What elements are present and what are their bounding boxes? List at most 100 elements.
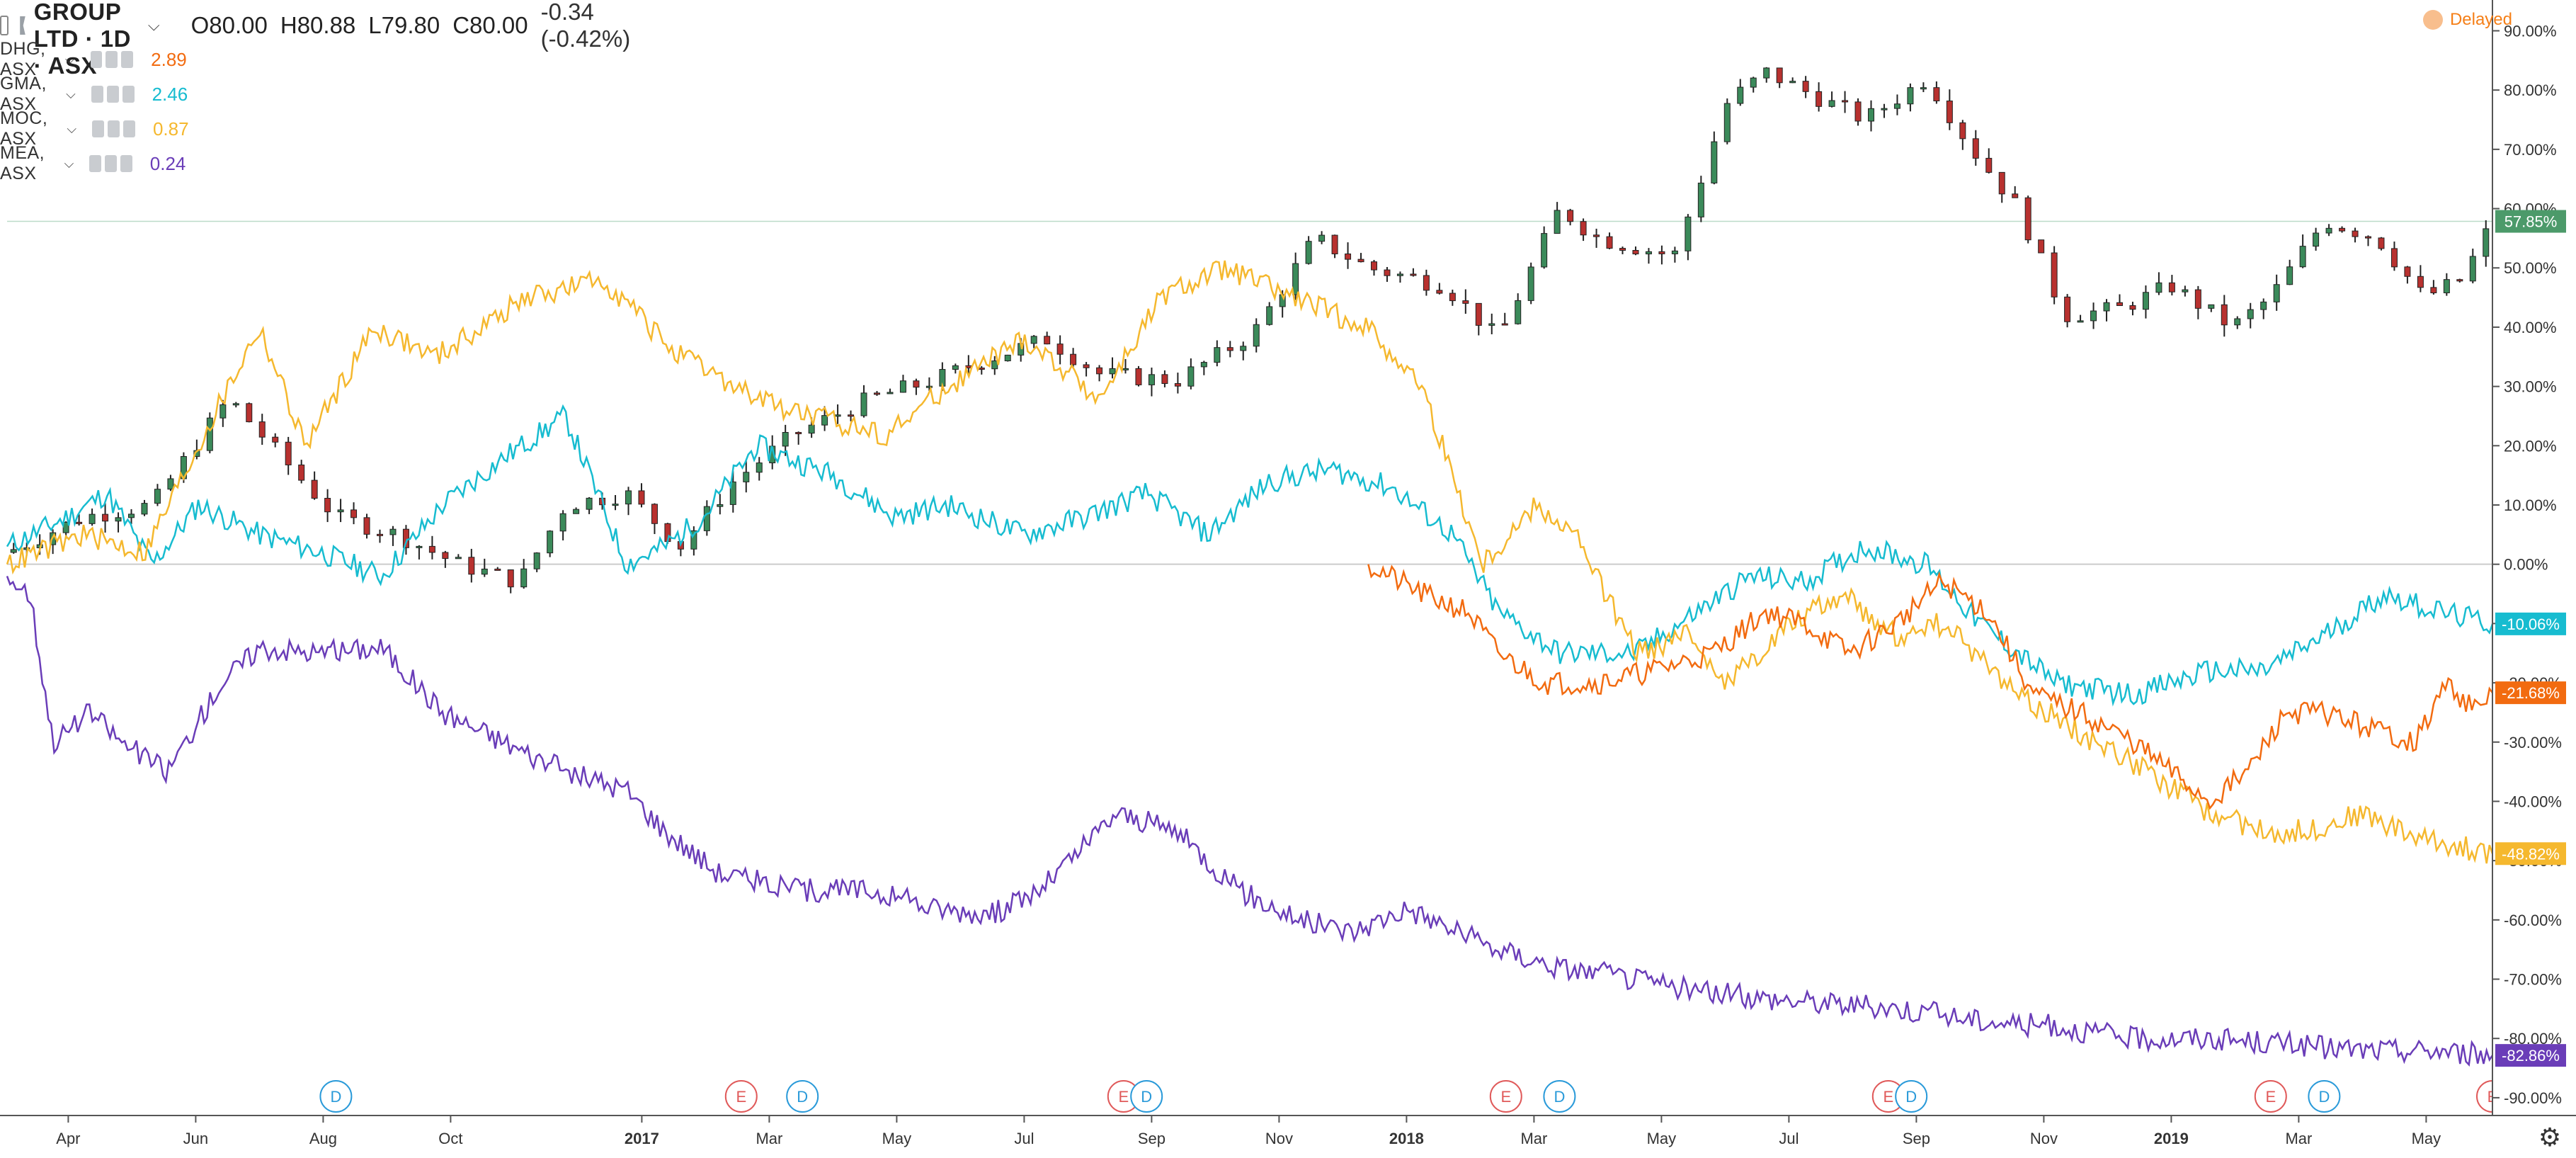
eye-icon[interactable]: [92, 120, 104, 137]
candle-body: [899, 380, 906, 393]
candle-body: [2194, 289, 2201, 309]
x-tick-label: May: [882, 1130, 912, 1147]
series-line-gma: [6, 404, 2494, 707]
settings-icon[interactable]: [105, 155, 117, 172]
candle-body: [638, 490, 645, 505]
x-tick-label: Jun: [183, 1130, 208, 1147]
y-tick-label: -90.00%: [2504, 1089, 2562, 1107]
candle-body: [1816, 91, 1823, 107]
candle-body: [141, 503, 148, 515]
x-tick-label: Jul: [1779, 1130, 1799, 1147]
candle-body: [220, 404, 227, 419]
comparison-name[interactable]: GMA, ASX: [0, 74, 47, 114]
candle-body: [1580, 221, 1587, 236]
series-line-dhg: [1367, 564, 2494, 810]
candle-body: [1266, 306, 1273, 325]
last-value-label: -82.86%: [2502, 1047, 2560, 1065]
comparison-value: 2.46: [152, 83, 188, 105]
event-marker-label: E: [1118, 1088, 1129, 1106]
x-tick-label: Aug: [309, 1130, 337, 1147]
candle-body: [625, 490, 632, 505]
candle-body: [468, 557, 475, 575]
settings-icon[interactable]: [106, 51, 118, 68]
candle-body: [2116, 302, 2123, 306]
x-tick-label: May: [2412, 1130, 2441, 1147]
last-value-badge: [2495, 842, 2566, 865]
symbol-title[interactable]: REA GROUP LTD · 1D · ASX: [33, 0, 131, 79]
candle-body: [1554, 210, 1561, 234]
candle-body: [337, 509, 344, 513]
candle-body: [1697, 182, 1704, 217]
candle-body: [1396, 273, 1403, 276]
candle-body: [1854, 101, 1862, 122]
chevron-down-icon[interactable]: ⌵: [67, 121, 76, 136]
candle-body: [1789, 81, 1796, 84]
candle-body: [1711, 141, 1718, 183]
candle-body: [1567, 210, 1574, 222]
chevron-down-icon[interactable]: ⌵: [66, 86, 76, 101]
candle-body: [860, 392, 867, 416]
last-value-badge: [2495, 1044, 2566, 1067]
close-icon[interactable]: [120, 155, 132, 172]
comparison-name[interactable]: MOC, ASX: [0, 108, 48, 149]
collapse-icon[interactable]: [0, 16, 9, 35]
comparison-row-gma[interactable]: GMA, ASX ⌵ 2.46: [0, 74, 188, 114]
candle-body: [2221, 304, 2228, 326]
eye-icon[interactable]: [90, 51, 103, 68]
candle-body: [311, 479, 318, 499]
y-tick-label: 30.00%: [2504, 378, 2557, 396]
comparison-name[interactable]: MEA, ASX: [0, 143, 45, 183]
candle-body: [428, 545, 435, 553]
close-icon[interactable]: [122, 120, 135, 137]
candle-body: [2456, 279, 2463, 282]
candle-body: [10, 549, 17, 553]
candle-body: [351, 509, 358, 518]
gear-icon[interactable]: ⚙: [2538, 1123, 2562, 1152]
chevron-down-icon[interactable]: ⌵: [64, 52, 75, 67]
event-marker-label: E: [1500, 1088, 1511, 1106]
flag-icon[interactable]: [20, 16, 25, 35]
y-tick-label: -60.00%: [2504, 912, 2562, 929]
event-marker-label: E: [736, 1088, 746, 1106]
comparison-row-mea[interactable]: MEA, ASX ⌵ 0.24: [0, 143, 186, 183]
candle-body: [1842, 100, 1849, 103]
candle-body: [1449, 293, 1456, 302]
candle-body: [272, 436, 279, 443]
last-value-label: -10.06%: [2502, 615, 2560, 633]
close-icon[interactable]: [121, 51, 134, 68]
candle-body: [1501, 323, 1508, 326]
settings-icon[interactable]: [107, 120, 120, 137]
chevron-down-icon[interactable]: ⌵: [147, 16, 160, 34]
y-tick-label: -30.00%: [2504, 734, 2562, 751]
candle-body: [533, 552, 540, 569]
candle-body: [965, 365, 972, 369]
candle-body: [2299, 246, 2306, 268]
y-tick-label: 70.00%: [2504, 141, 2557, 159]
candle-body: [1030, 336, 1037, 344]
close-icon[interactable]: [122, 86, 135, 103]
y-tick-label: 80.00%: [2504, 81, 2557, 99]
chevron-down-icon[interactable]: ⌵: [64, 156, 74, 171]
candle-body: [2168, 282, 2175, 293]
candle-body: [1632, 249, 1639, 255]
y-tick-label: 90.00%: [2504, 22, 2557, 40]
last-value-badge: [2495, 681, 2566, 705]
candle-body: [363, 517, 370, 535]
candle-body: [416, 545, 423, 548]
comparison-row-moc[interactable]: MOC, ASX ⌵ 0.87: [0, 108, 189, 149]
candle-body: [1946, 101, 1953, 123]
candle-body: [1619, 248, 1626, 251]
main-symbol-row[interactable]: REA GROUP LTD · 1D · ASX ⌵ O80.00 H80.88…: [0, 0, 630, 79]
candle-body: [2483, 228, 2490, 257]
eye-icon[interactable]: [91, 86, 103, 103]
delayed-indicator[interactable]: Delayed: [2422, 10, 2512, 30]
comparison-row-dhg[interactable]: DHG, ASX ⌵ 2.89: [0, 39, 187, 79]
candle-body: [1410, 273, 1417, 276]
candle-body: [1253, 324, 1260, 347]
candle-body: [167, 478, 174, 490]
eye-icon[interactable]: [89, 155, 102, 172]
candle-body: [1972, 138, 1979, 159]
settings-icon[interactable]: [106, 86, 119, 103]
comparison-name[interactable]: DHG, ASX: [0, 39, 46, 79]
